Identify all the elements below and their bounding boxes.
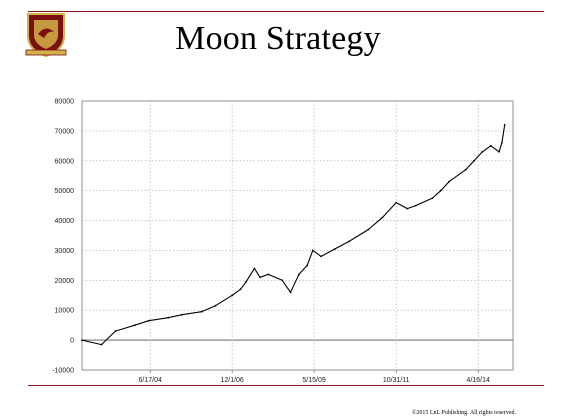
data-point (464, 168, 467, 171)
y-tick-label: 80000 (55, 99, 75, 106)
y-tick-label: 60000 (55, 158, 75, 165)
y-tick-label: 70000 (55, 128, 75, 135)
data-point (200, 310, 203, 313)
y-tick-label: 50000 (55, 188, 75, 195)
data-point (281, 279, 284, 282)
data-point (501, 141, 503, 144)
data-point (267, 273, 270, 276)
data-point (395, 201, 398, 204)
data-point (259, 276, 261, 279)
data-point (431, 197, 434, 200)
data-point (348, 240, 350, 243)
x-tick-label: 5/15/09 (302, 377, 325, 384)
plot-area (81, 100, 514, 371)
x-tick-label: 10/31/11 (383, 377, 410, 384)
y-tick-label: 10000 (55, 308, 75, 315)
data-point (311, 249, 314, 252)
data-point (367, 228, 370, 231)
data-point (298, 273, 300, 276)
y-tick-label: 30000 (55, 248, 75, 255)
data-point (245, 280, 248, 283)
data-point (81, 339, 83, 341)
data-point (167, 316, 170, 319)
data-point (114, 330, 117, 332)
data-point (133, 324, 136, 327)
y-tick-label: 0 (70, 338, 74, 345)
y-tick-label: 40000 (55, 218, 75, 225)
data-point (498, 150, 500, 153)
data-point (448, 180, 450, 183)
data-point (253, 267, 256, 270)
data-point (473, 159, 475, 162)
top-rule (28, 11, 544, 12)
data-point (100, 343, 103, 346)
data-point (289, 291, 292, 294)
data-point (147, 319, 150, 322)
data-point (231, 294, 234, 297)
data-point (239, 288, 242, 291)
x-tick-label: 6/17/04 (139, 377, 162, 384)
equity-line (81, 124, 506, 346)
data-point (406, 207, 409, 210)
data-point (481, 150, 484, 153)
data-point (381, 216, 384, 219)
y-tick-label: -10000 (52, 368, 74, 375)
data-point (414, 204, 417, 207)
y-tick-label: 20000 (55, 278, 75, 285)
crest-icon (25, 13, 67, 58)
data-point (334, 248, 336, 250)
data-point (439, 189, 442, 192)
data-point (320, 255, 322, 258)
x-tick-label: 12/1/06 (220, 377, 243, 384)
data-point (214, 304, 217, 307)
copyright-text: ©2015 LnL Publishing. All rights reserve… (411, 410, 516, 416)
x-tick-label: 4/16/14 (467, 377, 490, 384)
slide-title: Moon Strategy (175, 20, 381, 57)
data-point (181, 313, 184, 316)
data-point (503, 124, 506, 126)
bottom-rule (28, 385, 544, 386)
data-point (306, 264, 309, 267)
data-point (489, 144, 492, 147)
